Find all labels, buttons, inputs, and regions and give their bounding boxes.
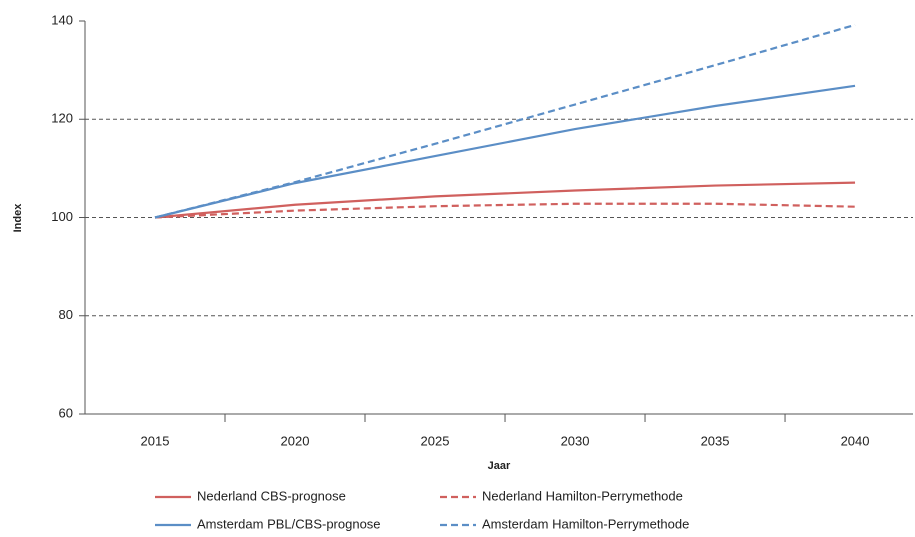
x-tick-label: 2040 (841, 433, 870, 448)
series-line (154, 181, 856, 219)
legend-label: Nederland CBS-prognose (197, 488, 346, 503)
x-axis-title: Jaar (488, 460, 511, 472)
series-line (154, 23, 856, 219)
x-tick-label: 2015 (141, 433, 170, 448)
legend-label: Amsterdam Hamilton-Perrymethode (482, 516, 689, 531)
series-line (154, 84, 856, 219)
y-tick-label: 60 (59, 405, 73, 420)
y-tick-label: 120 (51, 111, 73, 126)
y-tick-label: 80 (59, 307, 73, 322)
y-tick-label: 140 (51, 12, 73, 27)
series-line (154, 202, 856, 219)
x-tick-label: 2025 (421, 433, 450, 448)
x-tick-label: 2020 (281, 433, 310, 448)
legend-label: Amsterdam PBL/CBS-prognose (197, 516, 381, 531)
legend-label: Nederland Hamilton-Perrymethode (482, 488, 683, 503)
x-tick-label: 2035 (701, 433, 730, 448)
y-axis-title: Index (12, 203, 24, 233)
y-tick-label: 100 (51, 209, 73, 224)
x-tick-label: 2030 (561, 433, 590, 448)
